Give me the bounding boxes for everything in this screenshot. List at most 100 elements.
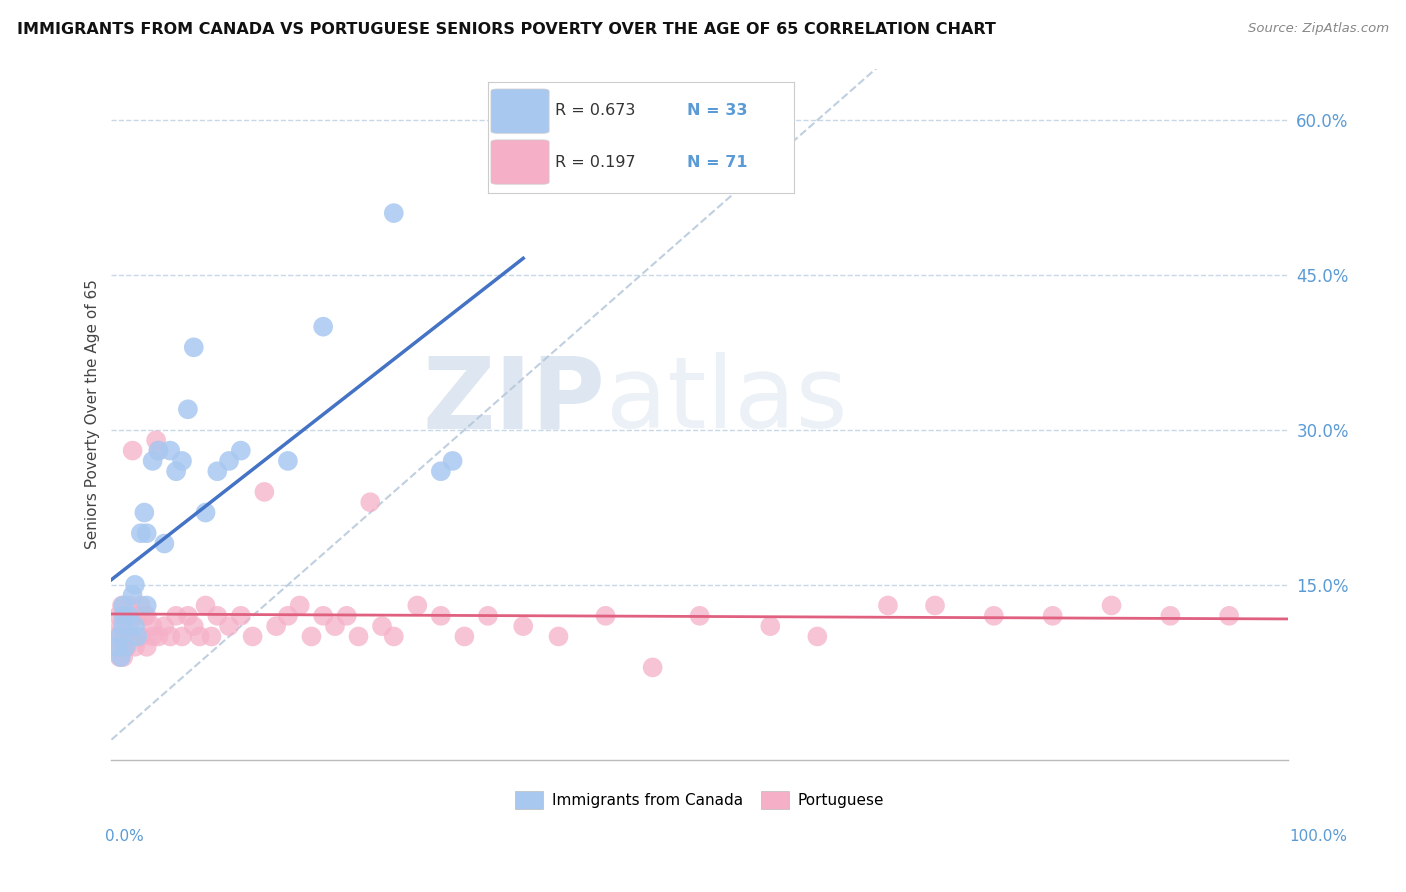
Point [165,608,187,623]
Point [218,619,240,633]
Point [112,650,135,665]
Point [118,619,141,633]
Point [547,630,569,644]
Point [118,608,141,623]
Legend: Immigrants from Canada, Portuguese: Immigrants from Canada, Portuguese [509,785,890,815]
Point [108,650,131,665]
Point [188,630,211,644]
Point [177,402,200,417]
Point [264,619,287,633]
Point [430,608,453,623]
Point [207,608,229,623]
Point [165,464,187,478]
Point [145,434,167,448]
Point [406,599,429,613]
Text: atlas: atlas [606,352,848,449]
Point [129,526,152,541]
Point [112,619,135,633]
Point [288,599,311,613]
Point [336,608,359,623]
Point [135,640,157,654]
Point [148,443,170,458]
Point [689,608,711,623]
Point [105,640,128,654]
Point [112,640,135,654]
Point [207,464,229,478]
Point [512,619,534,633]
Point [759,619,782,633]
Point [595,608,617,623]
Point [115,640,138,654]
Point [124,619,146,633]
Text: Source: ZipAtlas.com: Source: ZipAtlas.com [1249,22,1389,36]
Point [806,630,828,644]
Point [121,588,143,602]
Point [194,599,217,613]
Point [242,630,264,644]
Point [430,464,453,478]
Point [359,495,381,509]
Point [277,608,299,623]
Y-axis label: Seniors Poverty Over the Age of 65: Seniors Poverty Over the Age of 65 [86,279,100,549]
Point [110,650,132,665]
Point [127,608,149,623]
Text: 0.0%: 0.0% [105,830,145,844]
Point [129,599,152,613]
Point [382,206,405,220]
Point [177,608,200,623]
Point [477,608,499,623]
Point [183,619,205,633]
Point [129,630,152,644]
Point [641,660,664,674]
Point [148,443,170,458]
Point [120,630,142,644]
Point [104,640,127,654]
Point [312,319,335,334]
Point [299,630,322,644]
Text: ZIP: ZIP [423,352,606,449]
Point [105,630,128,644]
Point [253,484,276,499]
Text: IMMIGRANTS FROM CANADA VS PORTUGUESE SENIORS POVERTY OVER THE AGE OF 65 CORRELAT: IMMIGRANTS FROM CANADA VS PORTUGUESE SEN… [17,22,995,37]
Point [170,630,193,644]
Point [124,640,146,654]
Point [153,536,176,550]
Point [127,630,149,644]
Point [142,454,165,468]
Point [229,608,252,623]
Point [347,630,370,644]
Point [142,619,165,633]
Point [1159,608,1181,623]
Point [1101,599,1123,613]
Point [200,630,222,644]
Point [112,599,135,613]
Point [124,630,146,644]
Point [159,443,181,458]
Point [124,578,146,592]
Point [877,599,900,613]
Point [924,599,946,613]
Point [121,443,143,458]
Point [108,630,131,644]
Point [453,630,475,644]
Point [114,640,136,654]
Point [323,619,346,633]
Point [142,630,165,644]
Point [194,506,217,520]
Point [110,619,132,633]
Point [159,630,181,644]
Point [135,608,157,623]
Point [134,608,156,623]
Point [277,454,299,468]
Point [135,526,157,541]
Point [441,454,464,468]
Point [107,608,129,623]
Point [1218,608,1240,623]
Point [111,599,134,613]
Point [382,630,405,644]
Point [112,630,135,644]
Point [229,443,252,458]
Text: 100.0%: 100.0% [1289,830,1347,844]
Point [371,619,394,633]
Point [135,599,157,613]
